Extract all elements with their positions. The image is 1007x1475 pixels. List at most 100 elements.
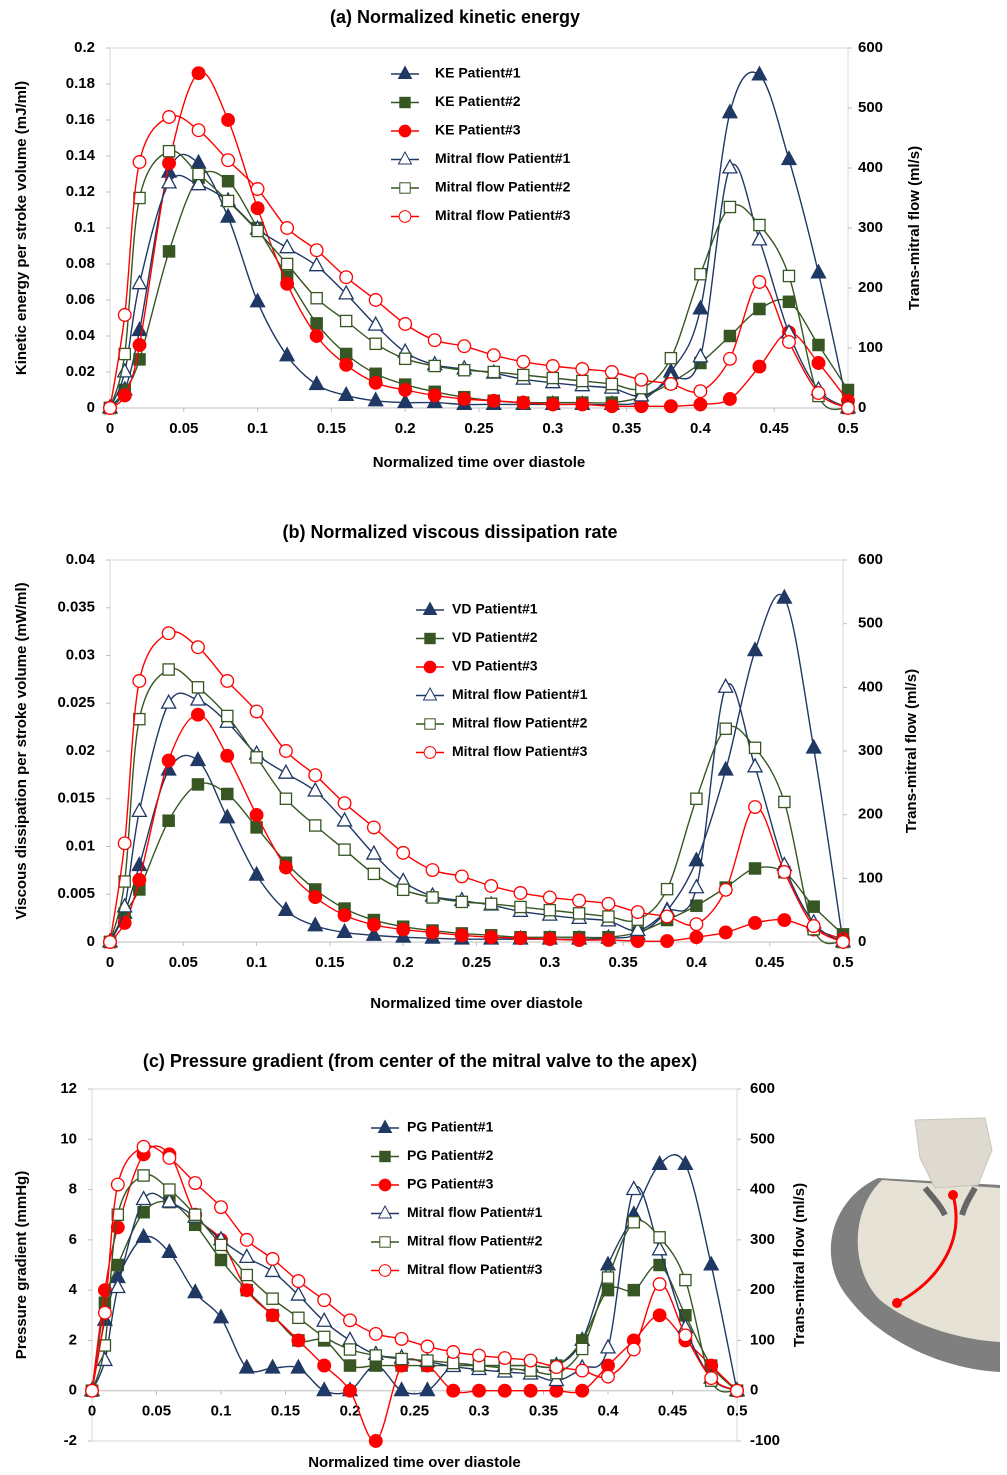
chart-title: (c) Pressure gradient (from center of th… <box>143 1051 697 1071</box>
series-line <box>109 593 844 943</box>
marker <box>160 173 178 189</box>
y2-tick-label: 0 <box>750 1382 758 1399</box>
marker <box>523 1383 538 1398</box>
marker <box>426 891 439 904</box>
y-tick-label: 0.04 <box>66 327 96 344</box>
marker <box>746 757 764 773</box>
marker <box>343 1343 357 1356</box>
x-tick-label: 0.4 <box>690 420 712 437</box>
marker <box>366 820 381 835</box>
marker <box>163 1183 176 1196</box>
marker <box>454 869 469 884</box>
marker <box>103 401 117 415</box>
y-tick-label: 0.18 <box>66 75 95 92</box>
marker <box>191 681 205 694</box>
marker <box>309 329 324 343</box>
legend-marker <box>399 96 411 109</box>
marker <box>487 365 501 379</box>
marker <box>549 1383 564 1398</box>
chart: (a) Normalized kinetic energy Normalized … <box>13 7 923 471</box>
marker <box>652 1308 667 1323</box>
marker <box>219 808 236 824</box>
marker <box>575 397 590 412</box>
marker <box>339 314 353 328</box>
legend-symbol <box>377 1204 393 1219</box>
marker <box>513 886 528 900</box>
marker <box>309 243 324 258</box>
marker <box>805 738 822 754</box>
x-tick-label: 0.1 <box>247 420 268 437</box>
x-tick-label: 0.05 <box>169 420 198 437</box>
y2-tick-label: 400 <box>858 678 883 695</box>
y-tick-label: 10 <box>60 1130 77 1147</box>
x-tick-label: 0.1 <box>246 954 267 971</box>
marker <box>811 356 826 370</box>
marker <box>279 346 296 362</box>
y-axis-label: Viscous dissipation per stroke volume (m… <box>13 582 30 919</box>
legend-marker <box>423 660 437 674</box>
x-tick-label: 0.45 <box>658 1403 687 1420</box>
marker <box>748 741 762 755</box>
legend-symbol <box>397 65 413 80</box>
marker <box>220 748 235 763</box>
marker <box>132 872 147 887</box>
marker <box>723 329 737 343</box>
legend-symbol <box>378 1178 392 1192</box>
marker <box>85 1383 99 1398</box>
marker <box>723 200 737 214</box>
y-tick-label: 6 <box>69 1231 77 1248</box>
x-tick-label: 0.35 <box>608 954 637 971</box>
marker <box>214 1200 228 1215</box>
marker <box>337 908 352 923</box>
y-tick-label: 0.12 <box>66 183 95 200</box>
marker <box>308 890 323 905</box>
legend-label: KE Patient#1 <box>435 65 521 81</box>
marker <box>472 1348 486 1363</box>
legend-symbol <box>422 686 438 701</box>
x-tick-label: 0.35 <box>612 420 641 437</box>
x-tick-label: 0.25 <box>400 1403 429 1420</box>
marker <box>131 321 148 337</box>
legend-label: PG Patient#2 <box>407 1147 494 1163</box>
y-tick-label: 0.015 <box>57 790 95 807</box>
y-tick-label: 0.01 <box>66 837 95 854</box>
marker <box>365 844 382 860</box>
x-tick-label: 0.45 <box>755 954 784 971</box>
x-tick-label: 0.15 <box>271 1403 300 1420</box>
marker <box>545 359 560 373</box>
legend-label: VD Patient#3 <box>452 658 538 674</box>
marker <box>575 1342 589 1356</box>
marker <box>660 882 674 896</box>
x-tick-label: 0.5 <box>838 420 859 437</box>
marker <box>316 1381 333 1397</box>
y-tick-label: 12 <box>60 1080 77 1097</box>
marker <box>162 1150 177 1165</box>
marker <box>109 1278 126 1294</box>
marker <box>542 890 557 905</box>
marker <box>446 1383 461 1398</box>
y-tick-label: 0.04 <box>66 551 96 568</box>
legend-symbol <box>399 182 411 194</box>
y-tick-label: 0.08 <box>66 255 95 272</box>
marker <box>111 1208 125 1221</box>
marker <box>264 1358 281 1374</box>
series-line <box>109 631 844 943</box>
y-axis-label: Pressure gradient (mmHg) <box>13 1171 30 1359</box>
y2-tick-label: 600 <box>858 39 883 56</box>
marker <box>689 917 704 932</box>
marker <box>516 395 531 410</box>
heart-diagram <box>830 1117 1000 1372</box>
marker <box>776 588 793 604</box>
x-tick-label: 0.5 <box>727 1403 748 1420</box>
marker <box>693 384 708 399</box>
marker <box>394 1331 409 1346</box>
marker <box>678 1328 693 1343</box>
marker <box>191 778 205 791</box>
marker <box>367 391 384 407</box>
marker <box>369 1349 383 1362</box>
marker <box>277 763 295 779</box>
marker <box>599 1255 617 1271</box>
marker <box>239 1232 254 1247</box>
marker <box>187 1283 204 1299</box>
marker <box>604 365 619 379</box>
